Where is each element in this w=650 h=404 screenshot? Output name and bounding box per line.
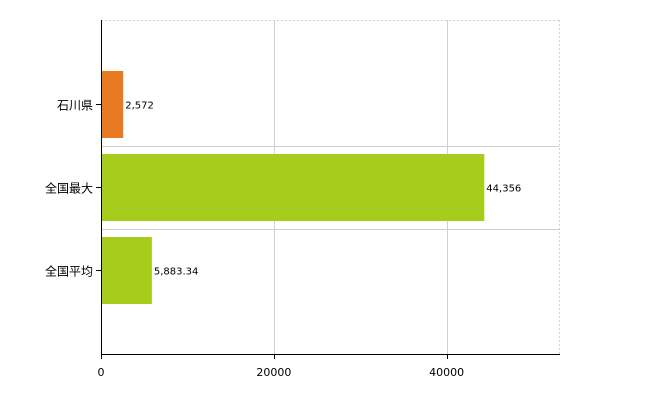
axes (96, 20, 560, 359)
bars (101, 71, 485, 304)
bar (101, 154, 485, 221)
grid-lines (101, 20, 560, 354)
x-tick-label: 20000 (256, 366, 291, 379)
x-tick-label: 0 (98, 366, 105, 379)
data-label: 2,572 (125, 101, 154, 112)
category-label: 全国平均 (45, 264, 93, 279)
data-label: 5,883.34 (154, 267, 199, 278)
category-label: 全国最大 (45, 181, 93, 196)
bar (101, 237, 152, 304)
category-label: 石川県 (57, 99, 93, 113)
bar (101, 71, 124, 138)
data-label: 44,356 (486, 184, 521, 195)
x-tick-label: 40000 (429, 366, 464, 379)
